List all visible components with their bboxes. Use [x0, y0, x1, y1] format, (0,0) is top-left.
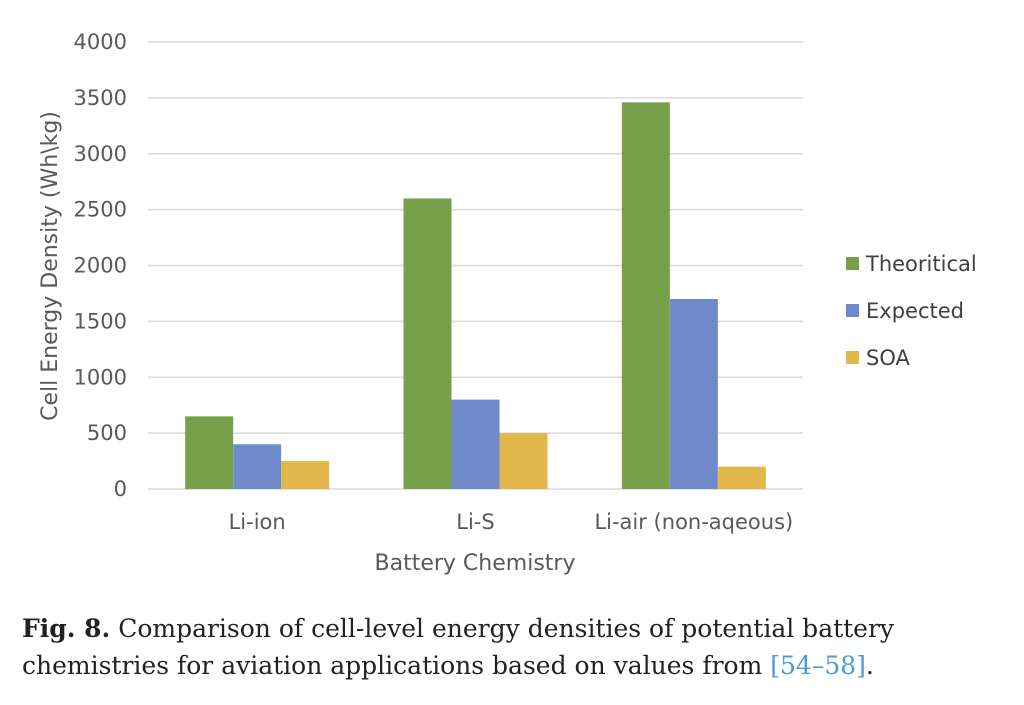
y-tick-label: 2000: [74, 254, 127, 278]
x-tick-label: Li-S: [456, 510, 494, 534]
bar-expected: [669, 299, 718, 489]
y-tick-label: 1000: [74, 365, 127, 389]
y-tick-label: 1500: [74, 309, 127, 333]
legend-swatch-theoritical: [846, 257, 859, 270]
bar-theoritical: [403, 198, 452, 489]
y-tick-label: 2500: [74, 198, 127, 222]
bar-theoritical: [621, 102, 670, 489]
figure-label: Fig. 8.: [22, 614, 111, 643]
bar-expected: [233, 444, 282, 489]
y-tick-label: 500: [87, 421, 127, 445]
bar-expected: [451, 399, 500, 489]
legend: Theoritical Expected SOA: [846, 252, 977, 370]
bar-theoritical: [185, 416, 234, 489]
x-tick-label: Li-ion: [229, 510, 286, 534]
y-tick-label: 3000: [74, 142, 127, 166]
x-axis-title: Battery Chemistry: [375, 551, 576, 576]
legend-swatch-expected: [846, 304, 859, 317]
y-tick-label: 0: [114, 477, 127, 501]
caption-end: .: [865, 651, 874, 680]
bar-soa: [281, 461, 330, 489]
y-tick-label: 4000: [74, 30, 127, 54]
citation-link[interactable]: [54–58]: [770, 651, 866, 680]
gridlines: [148, 41, 803, 490]
legend-swatch-soa: [846, 351, 859, 364]
x-tick-label: Li-air (non-aqeous): [594, 510, 793, 534]
caption-text: Comparison of cell-level energy densitie…: [22, 614, 895, 680]
y-tick-label: 3500: [74, 86, 127, 110]
bar-soa: [499, 433, 548, 489]
figure-caption: Fig. 8. Comparison of cell-level energy …: [22, 610, 1012, 684]
legend-label-theoritical: Theoritical: [865, 252, 977, 276]
y-axis: 0 500 1000 1500 2000 2500 3000 3500 4000: [74, 30, 127, 501]
x-axis: Li-ion Li-S Li-air (non-aqeous): [229, 510, 794, 534]
bars: [185, 102, 766, 489]
y-axis-title: Cell Energy Density (Wh\kg): [38, 111, 63, 421]
bar-soa: [717, 466, 766, 489]
legend-label-soa: SOA: [866, 346, 910, 370]
legend-label-expected: Expected: [866, 299, 964, 323]
